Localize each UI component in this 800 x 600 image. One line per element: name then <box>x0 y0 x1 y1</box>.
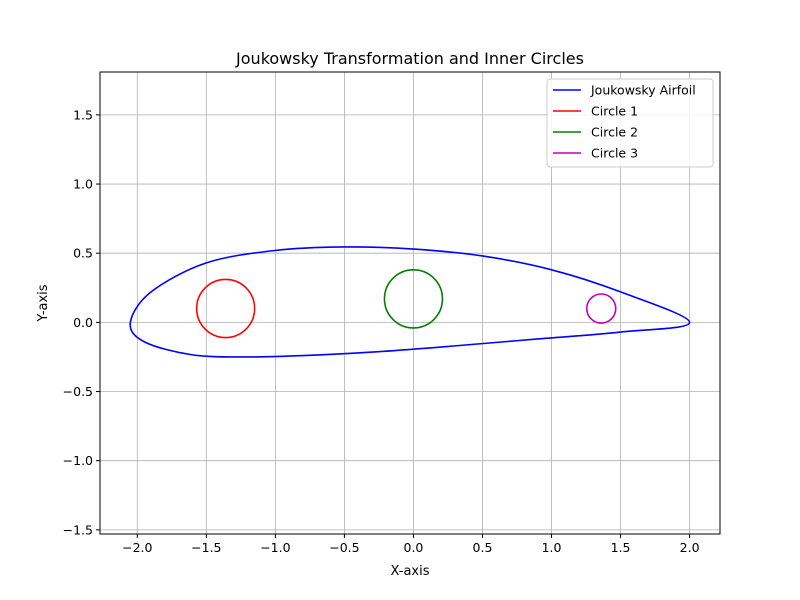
legend-label: Circle 2 <box>591 125 638 140</box>
x-tick-label: 2.0 <box>680 540 700 555</box>
legend-box <box>546 78 714 168</box>
plot-frame <box>99 71 721 535</box>
x-tick-label: −2.0 <box>122 540 152 555</box>
legend-label: Circle 3 <box>591 146 638 161</box>
y-tick-label: −1.5 <box>63 522 93 537</box>
y-tick-label: 0.5 <box>73 246 93 261</box>
y-tick-label: −0.5 <box>63 384 93 399</box>
series-circle-1 <box>195 278 256 339</box>
series-layer <box>129 246 691 358</box>
x-tick-label: −1.0 <box>260 540 290 555</box>
series-circle-2 <box>383 269 444 329</box>
x-tick-label: 0.5 <box>473 540 493 555</box>
y-tick-label: −1.0 <box>63 453 93 468</box>
ticks: −2.0 −1.5 −1.0 −0.5 0.0 0.5 1.0 1.5 2.0 −1.5 −1.0 −… <box>63 107 700 555</box>
y-tick-label: 1.5 <box>73 107 93 122</box>
x-tick-label: −1.5 <box>191 540 221 555</box>
legend-label: Circle 1 <box>591 104 638 119</box>
x-tick-label: 1.0 <box>542 540 562 555</box>
x-axis-title: X-axis <box>391 564 430 579</box>
series-airfoil-line <box>129 246 691 358</box>
x-tick-label: −0.5 <box>329 540 359 555</box>
chart-title: Joukowsky Transformation and Inner Circl… <box>235 49 584 68</box>
x-tick-label: 0.0 <box>404 540 424 555</box>
legend: Joukowsky Airfoil Circle 1 Circle 2 Circle … <box>546 78 714 168</box>
y-axis-title: Y-axis <box>36 284 51 322</box>
legend-label: Joukowsky Airfoil <box>590 83 696 98</box>
x-tick-label: 1.5 <box>611 540 631 555</box>
y-tick-label: 0.0 <box>73 315 93 330</box>
y-tick-label: 1.0 <box>73 177 93 192</box>
series-circle-3 <box>585 293 617 324</box>
